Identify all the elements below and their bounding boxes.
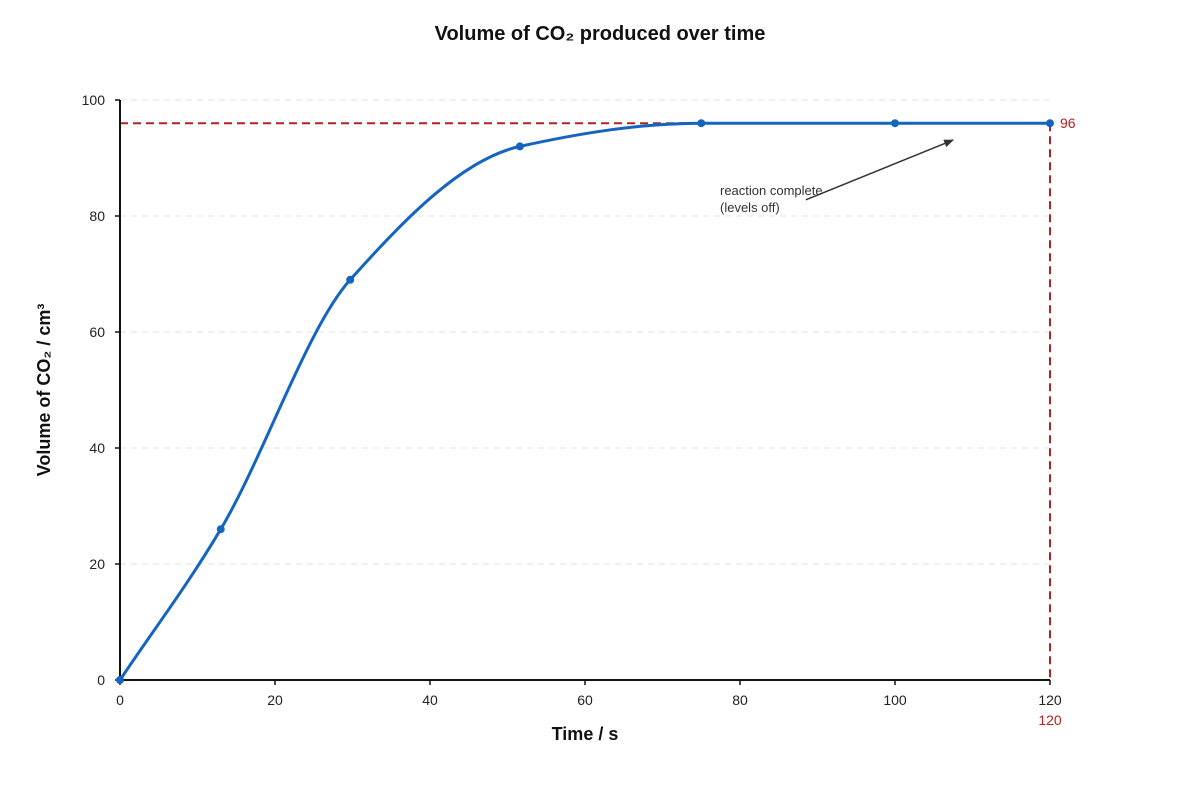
y-tick-label: 80 (89, 208, 105, 224)
y-axis-label: Volume of CO₂ / cm³ (34, 304, 54, 477)
axes: 0 20 40 60 80 100 0 20 40 60 80 100 120 (82, 92, 1062, 708)
series-line (118, 121, 1052, 682)
annotation-text: reaction complete (levels off) (720, 183, 823, 215)
y-tick-label: 40 (89, 440, 105, 456)
gridlines (120, 99, 1050, 565)
data-point (116, 676, 124, 684)
data-point (697, 119, 706, 128)
x-tick-label: 20 (267, 692, 283, 708)
y-tick-label: 60 (89, 324, 105, 340)
x-tick-label: 80 (732, 692, 748, 708)
chart-title: Volume of CO₂ produced over time (435, 23, 766, 45)
annotation-line: (levels off) (720, 200, 780, 215)
data-point (891, 119, 899, 128)
x-tick-label: 120 (1038, 692, 1062, 708)
data-point (515, 142, 524, 151)
annotation-line: reaction complete (720, 183, 823, 198)
data-series (116, 119, 1054, 684)
reference-lines: 96 120 (120, 115, 1076, 728)
data-point (1046, 119, 1054, 128)
data-point (346, 275, 355, 284)
reference-label-y: 96 (1060, 115, 1076, 131)
annotation-arrow (805, 139, 955, 201)
y-tick-label: 20 (89, 556, 105, 572)
x-tick-label: 60 (577, 692, 593, 708)
y-tick-label: 0 (97, 672, 105, 688)
y-tick-label: 100 (82, 92, 106, 108)
x-axis-label: Time / s (552, 724, 619, 744)
annotation-group: reaction complete (levels off) (720, 139, 955, 215)
x-tick-label: 0 (116, 692, 124, 708)
x-tick-label: 40 (422, 692, 438, 708)
x-tick-label: 100 (883, 692, 907, 708)
data-point (216, 525, 225, 534)
reference-label-x: 120 (1038, 712, 1062, 728)
